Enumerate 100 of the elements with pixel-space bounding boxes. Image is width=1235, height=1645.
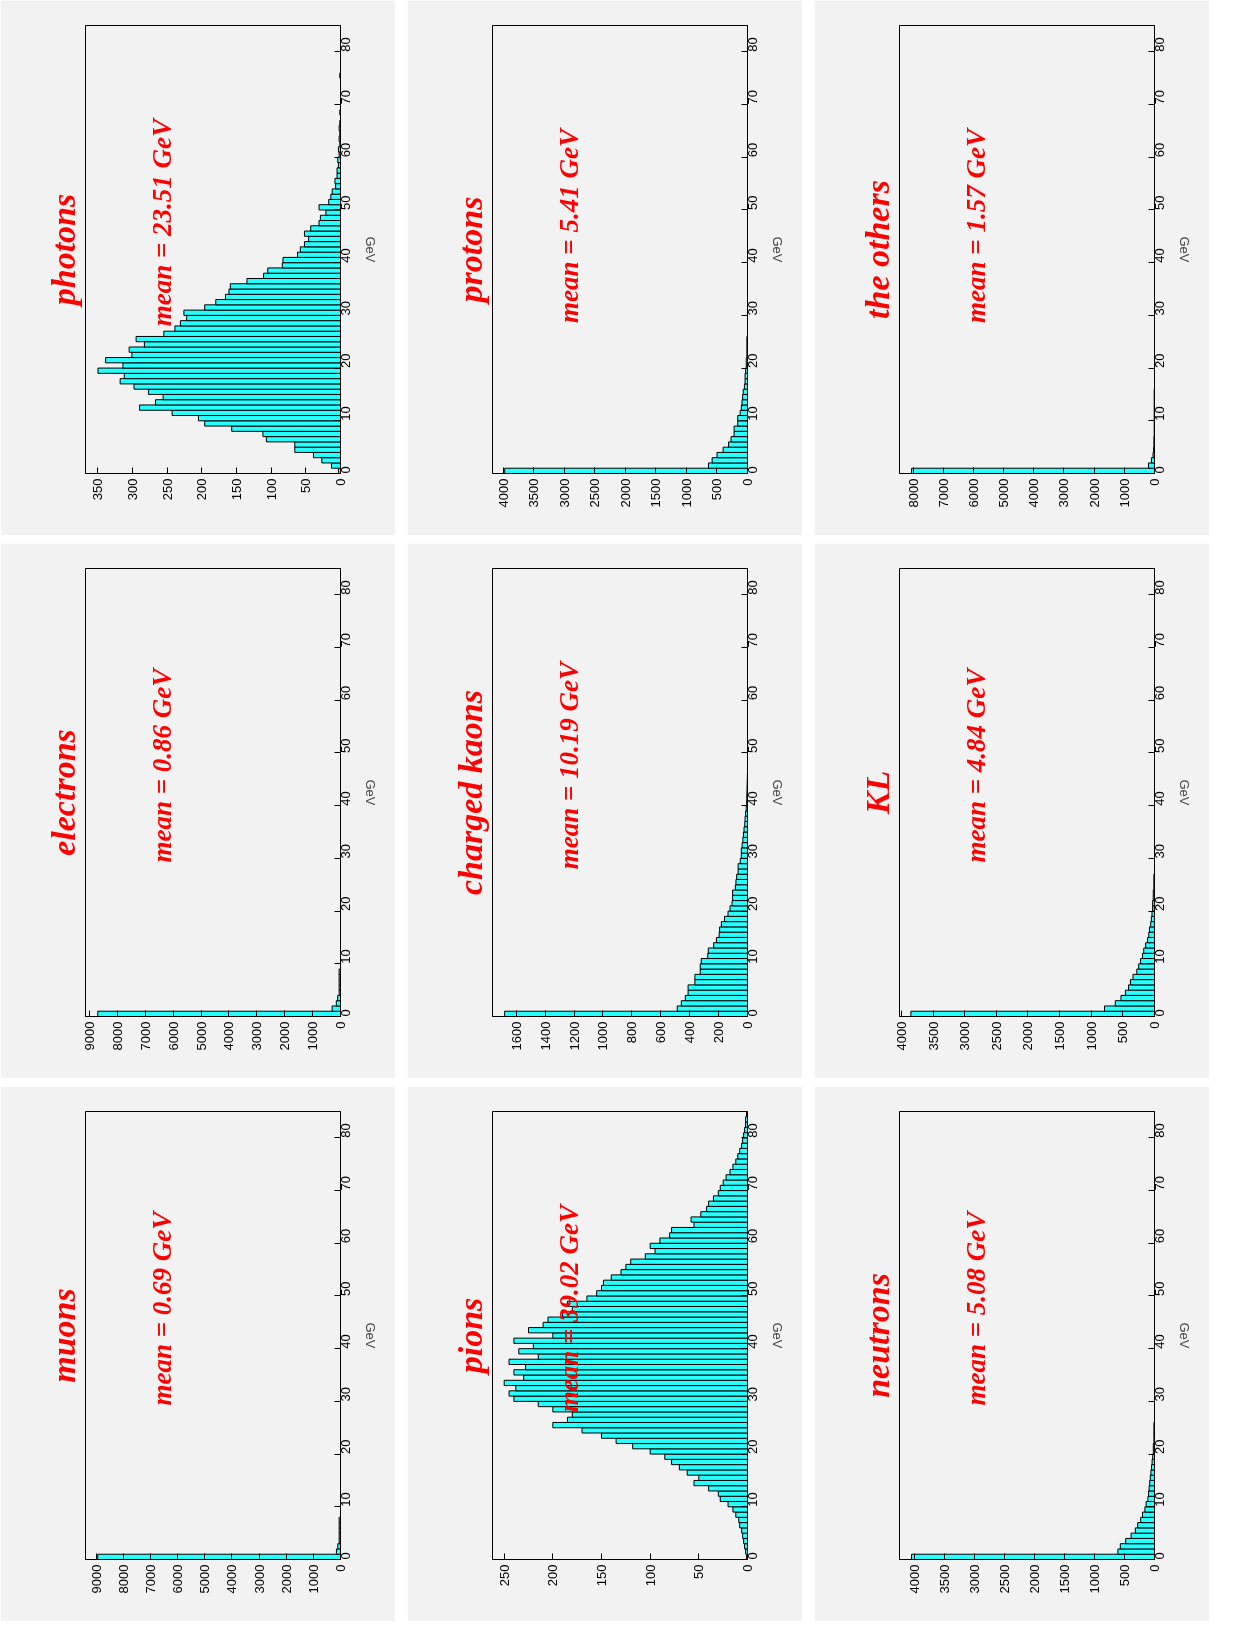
- x-tick-label: 1600: [508, 1021, 524, 1051]
- x-tick-label: 1000: [1116, 478, 1132, 508]
- x-tick-label: 0: [333, 1564, 348, 1572]
- y-tick-label: 80: [1152, 37, 1167, 52]
- y-tick-label: 10: [745, 1492, 760, 1507]
- y-axis-title: GeV: [769, 1322, 785, 1349]
- y-axis-title: GeV: [362, 1322, 378, 1349]
- y-axis-title: GeV: [769, 236, 785, 263]
- y-tick-label: 70: [338, 1176, 353, 1191]
- x-tick-label: 0: [333, 478, 348, 486]
- y-tick-label: 80: [338, 580, 353, 595]
- y-tick-label: 30: [745, 300, 760, 316]
- text: pions: [451, 1297, 489, 1377]
- x-tick-label: 0: [740, 478, 755, 486]
- y-tick-label: 0: [338, 1009, 353, 1017]
- annotation: mean = 0.86 GeV: [147, 666, 177, 863]
- annotation: mean = 23.51 GeV: [147, 116, 177, 327]
- x-tick-label: 0: [1147, 1021, 1162, 1029]
- y-tick-label: 40: [745, 791, 760, 806]
- x-tick-label: 600: [653, 1021, 669, 1044]
- x-tick-label: 8000: [905, 478, 921, 508]
- y-tick-label: 20: [338, 353, 353, 369]
- annotation: mean = 5.41 GeV: [554, 127, 584, 323]
- x-tick-label: 7000: [143, 1564, 159, 1594]
- y-tick-label: 0: [1152, 1552, 1167, 1560]
- x-tick-label: 150: [229, 478, 245, 501]
- x-tick-label: 3000: [251, 1564, 267, 1594]
- text: the others: [858, 180, 896, 319]
- text: protons: [451, 196, 489, 306]
- annotation: mean = 4.84 GeV: [961, 666, 991, 863]
- x-tick-label: 4000: [907, 1564, 922, 1594]
- y-tick-label: 70: [745, 633, 760, 648]
- x-tick-label: 1500: [1057, 1564, 1072, 1594]
- y-tick-label: 50: [745, 1281, 760, 1296]
- x-tick-label: 100: [642, 1564, 658, 1587]
- y-tick-label: 20: [745, 896, 760, 912]
- x-tick-label: 1500: [1052, 1021, 1068, 1051]
- y-tick-label: 0: [745, 1009, 760, 1017]
- y-tick-label: 0: [1152, 466, 1167, 474]
- x-tick-label: 500: [709, 478, 725, 501]
- y-tick-label: 60: [1152, 685, 1167, 701]
- y-tick-label: 0: [338, 1552, 353, 1560]
- y-tick-label: 40: [1152, 791, 1167, 806]
- x-tick-label: 1000: [1087, 1564, 1102, 1594]
- y-tick-label: 30: [745, 843, 760, 859]
- x-tick-label: 9000: [88, 1564, 104, 1594]
- y-tick-label: 30: [1152, 1386, 1167, 1402]
- y-tick-label: 50: [745, 195, 760, 210]
- x-tick-label: 2500: [988, 1021, 1004, 1051]
- x-tick-label: 0: [740, 1564, 755, 1572]
- y-tick-label: 70: [745, 1176, 760, 1191]
- annotation: mean = 39.02 GeV: [554, 1202, 584, 1413]
- y-tick-label: 50: [338, 1281, 353, 1296]
- x-tick-label: 200: [194, 478, 210, 501]
- x-tick-label: 500: [1117, 1564, 1132, 1587]
- x-tick-label: 0: [333, 1021, 348, 1029]
- y-tick-label: 50: [745, 738, 760, 753]
- x-tick-label: 5000: [193, 1021, 209, 1051]
- y-tick-label: 70: [1152, 1176, 1167, 1191]
- x-tick-label: 4000: [224, 1564, 240, 1594]
- y-tick-label: 60: [745, 142, 760, 158]
- y-tick-label: 80: [1152, 580, 1167, 595]
- y-tick-label: 60: [1152, 142, 1167, 158]
- y-tick-label: 70: [338, 633, 353, 648]
- y-axis-title: GeV: [362, 236, 378, 263]
- y-tick-label: 0: [338, 466, 353, 474]
- annotation: mean = 1.57 GeV: [961, 127, 991, 323]
- y-tick-label: 60: [1152, 1228, 1167, 1244]
- y-tick-label: 80: [745, 580, 760, 595]
- y-tick-label: 70: [338, 90, 353, 105]
- x-tick-label: 8000: [109, 1021, 125, 1051]
- y-tick-label: 10: [1152, 949, 1167, 964]
- x-tick-label: 2000: [1086, 478, 1102, 508]
- x-tick-label: 1000: [679, 478, 694, 508]
- text: neutrons: [858, 1273, 896, 1398]
- y-tick-label: 20: [1152, 353, 1167, 369]
- x-tick-label: 400: [682, 1021, 698, 1044]
- y-tick-label: 70: [1152, 90, 1167, 105]
- x-tick-label: 2500: [587, 478, 603, 508]
- x-tick-label: 1000: [305, 1021, 321, 1051]
- x-tick-label: 50: [691, 1564, 707, 1579]
- y-tick-label: 80: [745, 37, 760, 52]
- text: photons: [44, 193, 82, 309]
- y-tick-label: 50: [1152, 738, 1167, 753]
- y-tick-label: 20: [1152, 1439, 1167, 1455]
- y-tick-label: 10: [338, 1492, 353, 1507]
- y-tick-label: 20: [745, 1439, 760, 1455]
- y-tick-label: 30: [1152, 843, 1167, 859]
- y-tick-label: 70: [745, 90, 760, 105]
- x-tick-label: 7000: [935, 478, 951, 508]
- x-tick-label: 1500: [648, 478, 664, 508]
- y-tick-label: 60: [745, 1228, 760, 1244]
- y-tick-label: 30: [1152, 300, 1167, 316]
- y-tick-label: 40: [745, 248, 760, 263]
- y-tick-label: 80: [745, 1123, 760, 1138]
- x-tick-label: 1400: [537, 1021, 553, 1051]
- x-tick-label: 4000: [1026, 478, 1042, 508]
- text: charged kaons: [451, 690, 489, 895]
- y-tick-label: 50: [338, 195, 353, 210]
- x-tick-label: 2000: [617, 478, 633, 508]
